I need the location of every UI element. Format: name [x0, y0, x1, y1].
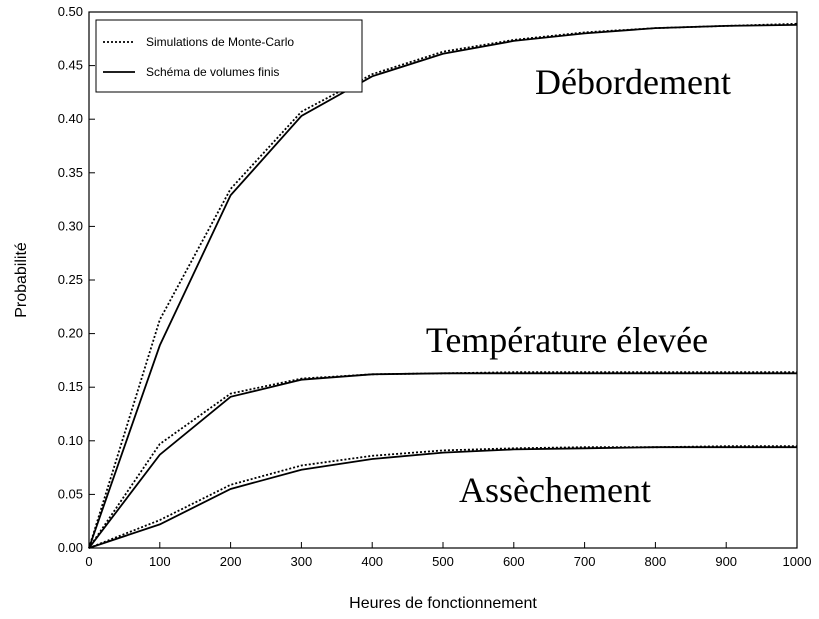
legend-label: Schéma de volumes finis: [146, 65, 279, 79]
y-tick-label: 0.25: [58, 272, 83, 287]
y-tick-label: 0.50: [58, 4, 83, 19]
y-tick-label: 0.20: [58, 326, 83, 341]
x-tick-label: 700: [574, 554, 596, 569]
y-tick-label: 0.40: [58, 111, 83, 126]
curve: [88, 371, 797, 549]
y-tick-label: 0.10: [58, 433, 83, 448]
curve-annotation: Assèchement: [459, 470, 651, 510]
curve: [88, 22, 798, 549]
curve: [88, 24, 798, 549]
y-tick-label: 0.45: [58, 58, 83, 73]
x-tick-label: 600: [503, 554, 525, 569]
curve: [88, 446, 797, 549]
x-tick-label: 1000: [783, 554, 812, 569]
y-tick-label: 0.15: [58, 379, 83, 394]
legend-label: Simulations de Monte-Carlo: [146, 35, 294, 49]
y-tick-label: 0.30: [58, 218, 83, 233]
x-tick-label: 500: [432, 554, 454, 569]
curve: [88, 445, 797, 549]
y-tick-label: 0.35: [58, 165, 83, 180]
x-tick-label: 900: [715, 554, 737, 569]
x-tick-label: 200: [220, 554, 242, 569]
x-tick-label: 400: [361, 554, 383, 569]
y-axis-title: Probabilité: [13, 242, 30, 318]
x-axis-title: Heures de fonctionnement: [349, 595, 537, 612]
curve-annotation: Température élevée: [426, 320, 708, 360]
y-tick-label: 0.05: [58, 486, 83, 501]
x-tick-label: 300: [291, 554, 313, 569]
x-tick-label: 100: [149, 554, 171, 569]
x-tick-label: 0: [85, 554, 92, 569]
curve-annotation: Débordement: [535, 62, 731, 102]
curve: [88, 372, 797, 549]
x-tick-label: 800: [645, 554, 667, 569]
legend-box: [95, 19, 363, 93]
y-tick-label: 0.00: [58, 540, 83, 555]
